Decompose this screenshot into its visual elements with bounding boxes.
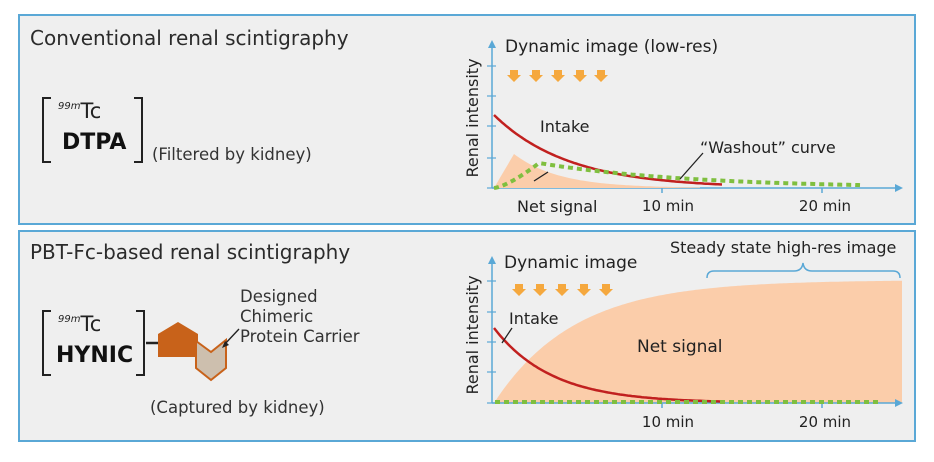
conventional-panel (18, 14, 916, 225)
tick-label-20min: 20 min (799, 197, 851, 215)
down-arrow-icon (577, 284, 591, 296)
right-bracket (134, 97, 143, 163)
steady-state-label: Steady state high-res image (670, 238, 896, 257)
washout-curve (493, 161, 861, 190)
intake-pointer (501, 327, 513, 344)
chart-title: Dynamic image (504, 253, 637, 273)
panel-title-conventional: Conventional renal scintigraphy (30, 26, 349, 50)
net-signal-label: Net signal (517, 197, 598, 216)
carrier-pointer-arrowhead (222, 341, 229, 348)
panel-title-pbt-fc: PBT-Fc-based renal scintigraphy (30, 240, 351, 264)
carrier-pointer-line (223, 328, 240, 346)
technetium-label: 99mTc (58, 312, 102, 336)
net-signal-pointer (533, 171, 549, 182)
net-signal-area (494, 154, 700, 188)
right-bracket (136, 310, 145, 376)
y-axis-arrowhead (488, 256, 496, 264)
dynamic-image-arrows (512, 284, 613, 296)
y-ticks (487, 280, 496, 404)
down-arrow-icon (599, 284, 613, 296)
tick-label-10min: 10 min (642, 413, 694, 431)
filtered-note: (Filtered by kidney) (152, 145, 312, 164)
carrier-light-block (195, 337, 227, 382)
steady-state-brace (706, 262, 901, 279)
down-arrow-icon (573, 70, 587, 82)
net-signal-label: Net signal (637, 337, 723, 357)
carrier-dark-block (158, 322, 198, 357)
down-arrow-icon (529, 70, 543, 82)
x-axis-arrowhead (895, 399, 903, 407)
down-arrow-icon (555, 284, 569, 296)
down-arrow-icon (507, 70, 521, 82)
intake-label: Intake (509, 309, 558, 328)
captured-note: (Captured by kidney) (150, 398, 325, 417)
x-axis-arrowhead (895, 184, 903, 192)
intake-label: Intake (540, 117, 589, 136)
carrier-label: Designed Chimeric Protein Carrier (240, 287, 360, 346)
chelator-dtpa: DTPA (62, 130, 127, 155)
left-bracket (42, 310, 51, 376)
left-bracket (42, 97, 51, 163)
chelator-hynic: HYNIC (56, 343, 134, 368)
y-axis-label: Renal intensity (463, 58, 482, 177)
y-ticks (487, 65, 496, 189)
down-arrow-icon (533, 284, 547, 296)
technetium-label: 99mTc (58, 99, 102, 123)
tick-label-20min: 20 min (799, 413, 851, 431)
down-arrow-icon (512, 284, 526, 296)
dynamic-image-arrows (507, 70, 608, 82)
net-signal-area (494, 280, 902, 403)
tick-label-10min: 10 min (642, 197, 694, 215)
washout-label: “Washout” curve (700, 138, 836, 157)
y-axis-label: Renal intensity (463, 275, 482, 394)
chart-title: Dynamic image (low-res) (505, 37, 718, 57)
down-arrow-icon (551, 70, 565, 82)
down-arrow-icon (594, 70, 608, 82)
washout-pointer (679, 152, 704, 180)
y-axis-arrowhead (488, 40, 496, 48)
